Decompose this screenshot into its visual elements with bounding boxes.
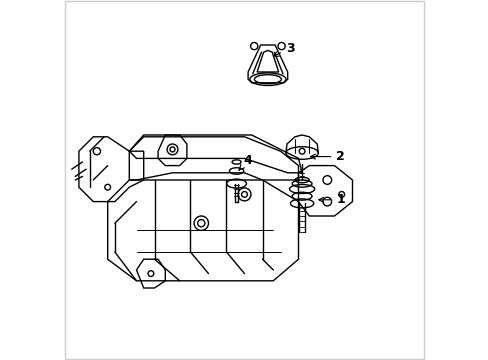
- Text: 4: 4: [239, 154, 252, 170]
- Text: 1: 1: [318, 193, 345, 206]
- Text: 2: 2: [310, 150, 345, 163]
- Text: 3: 3: [273, 42, 294, 56]
